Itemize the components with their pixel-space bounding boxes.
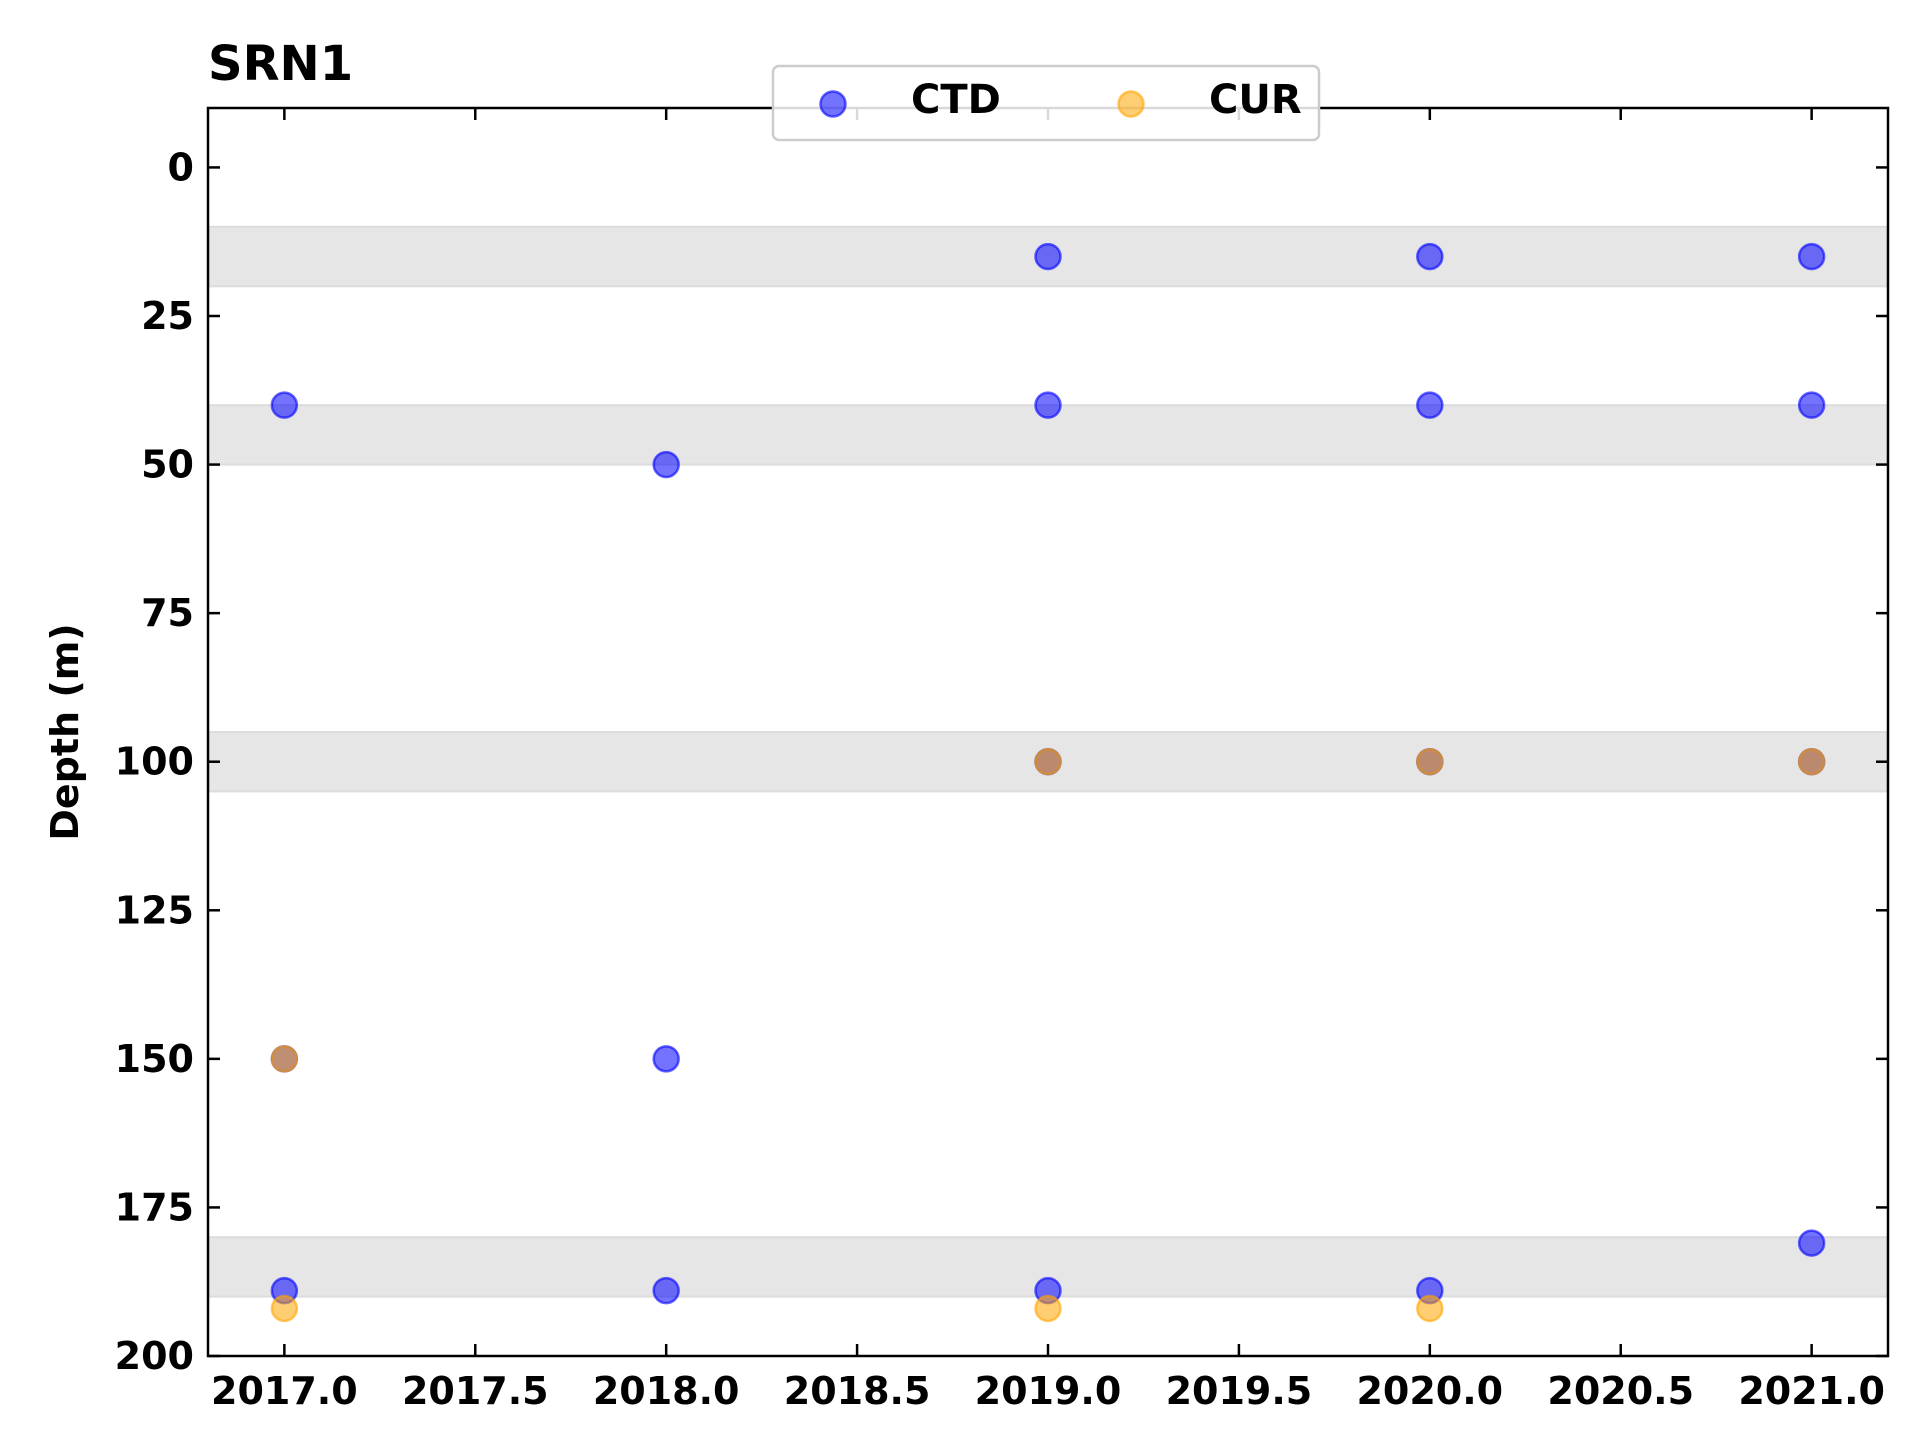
cur-point — [1797, 747, 1826, 776]
legend-box — [771, 64, 1321, 142]
ctd-point — [270, 391, 299, 419]
legend: CTD CUR — [771, 64, 1321, 142]
ctd-point — [1416, 242, 1444, 271]
cur-point — [270, 1045, 299, 1073]
x-tick-label: 2018.0 — [593, 1369, 740, 1413]
x-tick-label: 2021.0 — [1738, 1369, 1885, 1413]
ctd-point — [1797, 242, 1826, 271]
y-tick-label: 0 — [168, 145, 194, 189]
legend-marker-ctd — [819, 90, 847, 118]
ctd-point — [1797, 1229, 1826, 1257]
y-tick-label: 75 — [141, 591, 194, 635]
cur-point — [1034, 747, 1062, 776]
x-tick-label: 2020.5 — [1547, 1369, 1694, 1413]
cur-point — [270, 1294, 299, 1323]
legend-marker-cur — [1117, 90, 1145, 118]
y-tick-label: 200 — [115, 1334, 194, 1378]
ctd-point — [1034, 391, 1062, 419]
y-tick-label: 125 — [115, 888, 194, 932]
cur-point — [1416, 747, 1444, 776]
ctd-point — [1034, 242, 1062, 271]
chart-title: SRN1 — [208, 36, 353, 92]
data-points — [270, 242, 1826, 1323]
ctd-point — [652, 1276, 680, 1305]
ctd-point — [652, 1045, 680, 1073]
legend-label-cur: CUR — [1209, 77, 1302, 123]
cur-point — [1416, 1294, 1444, 1323]
y-axis-label: Depth (m) — [43, 623, 87, 840]
y-tick-label: 25 — [141, 294, 194, 338]
ctd-point — [652, 450, 680, 479]
ctd-point — [1797, 391, 1826, 419]
x-tick-label: 2019.5 — [1166, 1369, 1313, 1413]
x-tick-label: 2017.0 — [211, 1369, 358, 1413]
y-tick-label: 150 — [115, 1037, 194, 1081]
ctd-point — [1416, 391, 1444, 419]
x-axis: 2017.0 2017.5 2018.0 2018.5 2019.0 2019.5 2020… — [211, 108, 1885, 1413]
x-tick-label: 2018.5 — [784, 1369, 931, 1413]
y-tick-label: 50 — [141, 443, 194, 487]
cur-point — [1034, 1294, 1062, 1323]
y-tick-label: 175 — [115, 1185, 194, 1229]
x-tick-label: 2020.0 — [1356, 1369, 1503, 1413]
legend-label-ctd: CTD — [911, 77, 1001, 123]
y-tick-label: 100 — [115, 740, 194, 784]
y-axis: 0 25 50 75 100 125 150 175 200 — [115, 145, 1888, 1378]
x-tick-label: 2017.5 — [402, 1369, 549, 1413]
x-tick-label: 2019.0 — [975, 1369, 1122, 1413]
